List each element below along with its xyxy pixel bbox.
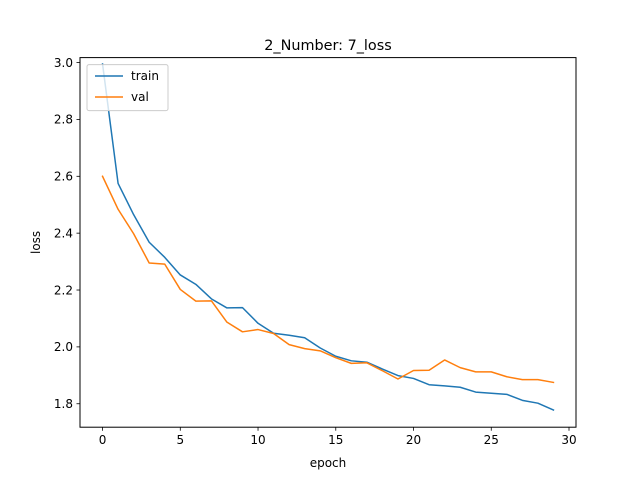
chart-title: 2_Number: 7_loss (264, 38, 391, 54)
x-axis: 0 5 10 15 20 25 30 (99, 427, 577, 447)
y-tick-label: 2.6 (54, 170, 73, 184)
x-tick-label: 30 (561, 433, 576, 447)
y-tick-label: 3.0 (54, 56, 73, 70)
y-axis: 1.8 2.0 2.2 2.4 2.6 2.8 3.0 (54, 56, 80, 411)
x-tick-label: 5 (176, 433, 184, 447)
legend-label-train: train (131, 69, 159, 83)
x-tick-label: 15 (328, 433, 343, 447)
series-layer (101, 63, 555, 411)
legend-label-val: val (131, 90, 149, 104)
y-tick-label: 1.8 (54, 397, 73, 411)
y-tick-label: 2.8 (54, 113, 73, 127)
x-tick-label: 10 (250, 433, 265, 447)
y-tick-label: 2.0 (54, 340, 73, 354)
plot-frame (79, 57, 577, 428)
x-tick-label: 20 (406, 433, 421, 447)
y-axis-label: loss (29, 231, 43, 254)
series-line-train (101, 63, 555, 411)
y-tick-label: 2.4 (54, 226, 73, 240)
plot-area (79, 57, 577, 428)
x-tick-label: 0 (99, 433, 107, 447)
series-line-val (101, 175, 555, 384)
x-axis-label: epoch (310, 456, 347, 470)
legend: train val (86, 64, 169, 112)
x-tick-label: 25 (484, 433, 499, 447)
y-tick-label: 2.2 (54, 283, 73, 297)
